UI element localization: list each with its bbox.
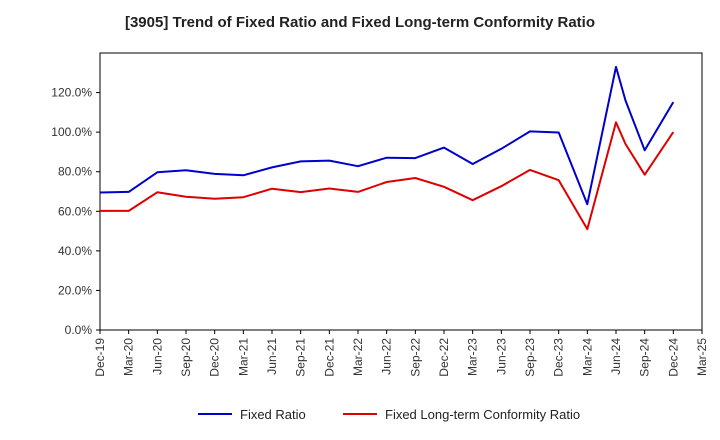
series-line-2 xyxy=(100,121,675,231)
x-tick-label: Dec-21 xyxy=(322,338,336,377)
y-tick-label: 20.0% xyxy=(58,283,92,297)
y-tick-labels: 0.0% 20.0% 40.0% 60.0% 80.0% 100.0% 120.0% xyxy=(51,86,92,337)
x-tick-labels: Dec-19 Mar-20 Jun-20 Sep-20 Dec-20 Mar-21 Jun-… xyxy=(93,338,709,377)
x-tick-label: Dec-19 xyxy=(93,338,107,377)
x-tick-label: Dec-20 xyxy=(208,338,222,377)
y-tick-label: 0.0% xyxy=(65,323,93,337)
y-tick-label: 100.0% xyxy=(51,125,92,139)
x-tick-label: Sep-24 xyxy=(638,338,652,377)
x-tick-label: Jun-20 xyxy=(150,338,164,375)
legend-label-2: Fixed Long-term Conformity Ratio xyxy=(385,407,580,422)
x-tick-label: Jun-23 xyxy=(494,338,508,375)
y-tick-label: 80.0% xyxy=(58,165,92,179)
x-tick-label: Dec-24 xyxy=(666,338,680,377)
x-tick-label: Mar-24 xyxy=(580,338,594,376)
series-lines xyxy=(99,65,675,231)
plot-frame xyxy=(99,52,703,331)
x-tick-label: Sep-20 xyxy=(179,338,193,377)
y-tick-label: 60.0% xyxy=(58,204,92,218)
y-tick-label: 120.0% xyxy=(51,86,92,100)
x-tick-label: Sep-21 xyxy=(294,338,308,377)
legend-label-1: Fixed Ratio xyxy=(240,407,306,422)
x-tick-label: Jun-21 xyxy=(265,338,279,375)
x-tick-label: Dec-23 xyxy=(552,338,566,377)
axes xyxy=(96,52,703,334)
x-tick-label: Mar-20 xyxy=(122,338,136,376)
series-line-1 xyxy=(99,65,675,206)
x-tick-label: Mar-25 xyxy=(695,338,709,376)
x-tick-label: Sep-22 xyxy=(408,338,422,377)
x-tick-label: Mar-22 xyxy=(351,338,365,376)
x-tick-label: Jun-24 xyxy=(609,338,623,375)
x-tick-label: Sep-23 xyxy=(523,338,537,377)
y-tick-label: 40.0% xyxy=(58,244,92,258)
x-tick-label: Jun-22 xyxy=(380,338,394,375)
x-tick-label: Dec-22 xyxy=(437,338,451,377)
x-tick-label: Mar-23 xyxy=(466,338,480,376)
x-tick-label: Mar-21 xyxy=(236,338,250,376)
legend: Fixed Ratio Fixed Long-term Conformity Ra… xyxy=(198,407,580,422)
chart-title: [3905] Trend of Fixed Ratio and Fixed Lo… xyxy=(124,14,596,31)
